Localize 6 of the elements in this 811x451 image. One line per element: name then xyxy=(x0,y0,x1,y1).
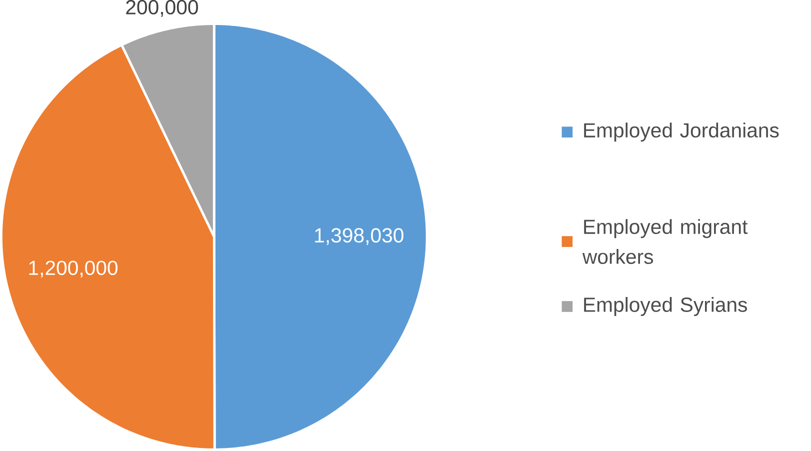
data-label: 1,200,000 xyxy=(29,260,118,278)
data-label: 200,000 xyxy=(126,0,198,17)
data-label: 1,398,030 xyxy=(315,228,404,246)
legend-label: Employed Syrians xyxy=(584,297,747,316)
legend-label: Employed Jordanians xyxy=(584,122,779,142)
legend-label: Employed migrant workers xyxy=(582,219,748,264)
